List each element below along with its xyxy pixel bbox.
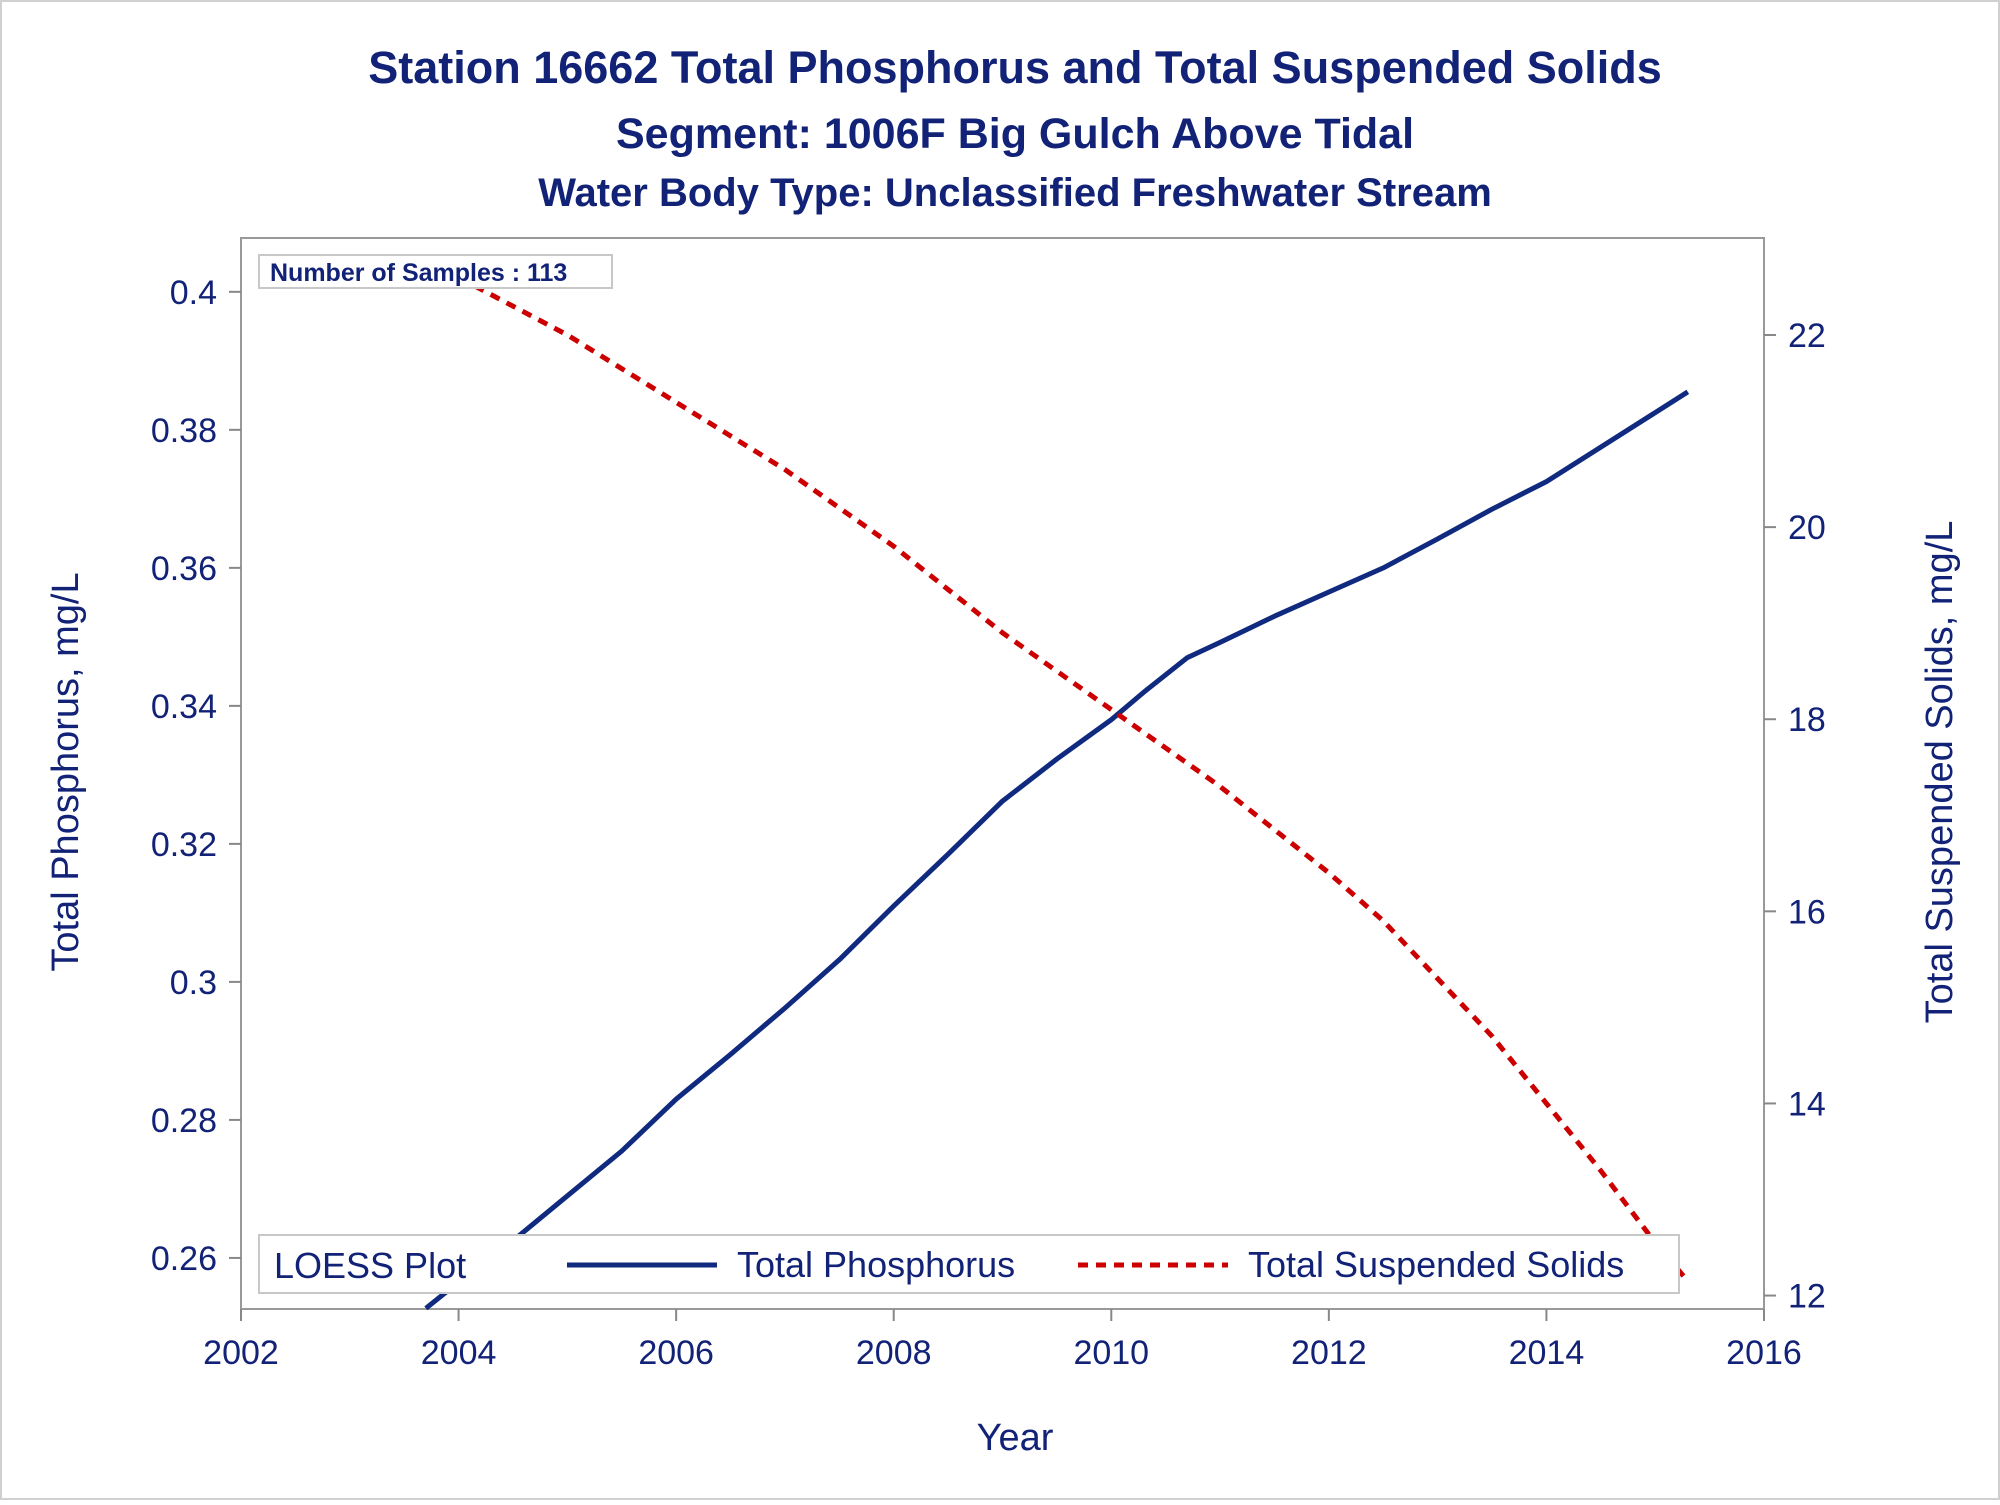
y-left-tick-label: 0.3 — [170, 964, 217, 1002]
y-right-tick-label: 18 — [1788, 701, 1826, 739]
annotation-box — [258, 254, 613, 289]
y-left-tick-label: 0.32 — [151, 826, 217, 864]
y-axis-left-label: Total Phosphorus, mg/L — [45, 572, 87, 971]
legend-title: LOESS Plot — [274, 1245, 466, 1286]
y-axis-left: 0.26 0.28 0.3 0.32 0.34 0.36 0.38 0.4 — [151, 274, 241, 1278]
y-left-tick-label: 0.38 — [151, 412, 217, 450]
y-right-tick-label: 20 — [1788, 509, 1826, 547]
legend-label-total-suspended-solids: Total Suspended Solids — [1248, 1244, 1624, 1285]
x-tick-label: 2016 — [1726, 1334, 1802, 1372]
sample-count-annotation: Number of Samples : 113 — [258, 254, 613, 289]
legend: LOESS Plot Total Phosphorus Total Suspen… — [258, 1234, 1680, 1294]
x-tick-label: 2014 — [1509, 1334, 1585, 1372]
series-line-total-phosphorus — [424, 389, 1690, 1311]
x-tick-label: 2010 — [1073, 1334, 1149, 1372]
x-tick-label: 2002 — [203, 1334, 279, 1372]
y-axis-right-label: Total Suspended Solids, mg/L — [1919, 521, 1961, 1024]
legend-label-total-phosphorus: Total Phosphorus — [737, 1244, 1015, 1285]
y-right-tick-label: 14 — [1788, 1085, 1826, 1123]
series-layer — [424, 260, 1690, 1311]
annotation-text: Number of Samples : 113 — [270, 259, 567, 287]
y-left-tick-label: 0.28 — [151, 1102, 217, 1140]
y-right-tick-label: 22 — [1788, 317, 1826, 355]
plot-area — [240, 237, 1765, 1310]
x-tick-label: 2006 — [638, 1334, 714, 1372]
chart-subtitle-2: Water Body Type: Unclassified Freshwater… — [538, 171, 1492, 215]
series-line-total-suspended-solids — [424, 260, 1690, 1283]
y-right-tick-label: 12 — [1788, 1278, 1826, 1316]
legend-box — [258, 1234, 1680, 1294]
x-axis: 2002 2004 2006 2008 2010 2012 2014 2016 — [203, 1309, 1802, 1372]
x-tick-label: 2012 — [1291, 1334, 1367, 1372]
y-left-tick-label: 0.26 — [151, 1240, 217, 1278]
y-left-tick-label: 0.34 — [151, 688, 217, 726]
chart-title: Station 16662 Total Phosphorus and Total… — [368, 42, 1662, 93]
y-left-tick-label: 0.4 — [170, 274, 217, 312]
x-axis-label: Year — [977, 1417, 1054, 1459]
y-right-tick-label: 16 — [1788, 893, 1826, 931]
y-axis-right: 12 14 16 18 20 22 — [1764, 317, 1826, 1316]
chart-subtitle: Segment: 1006F Big Gulch Above Tidal — [616, 110, 1414, 158]
x-tick-label: 2004 — [421, 1334, 497, 1372]
y-left-tick-label: 0.36 — [151, 550, 217, 588]
x-tick-label: 2008 — [856, 1334, 932, 1372]
